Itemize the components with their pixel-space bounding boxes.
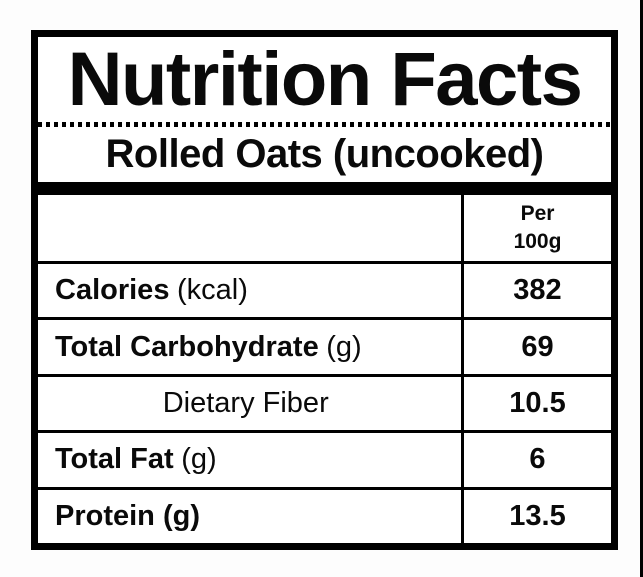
nutrient-value-cell: 382: [461, 264, 611, 318]
nutrient-name-cell: Calories (kcal): [38, 264, 461, 317]
table-row: Total Carbohydrate (g) 69: [38, 317, 611, 374]
window-right-edge-line: [640, 0, 643, 577]
nutrient-value-cell: 10.5: [461, 376, 611, 431]
product-name: Rolled Oats (uncooked): [105, 132, 544, 176]
column-header: Per 100g: [514, 200, 562, 257]
table-row: Dietary Fiber 10.5: [38, 373, 611, 431]
nutrient-name-cell: Protein (g): [38, 490, 461, 543]
nutrition-table: Per 100g Calories (kcal) 382 Total Carbo: [38, 195, 611, 544]
column-header-line2: 100g: [513, 230, 562, 253]
nutrient-unit: (g): [181, 443, 217, 476]
nutrient-name-cell: Total Fat (g): [38, 433, 461, 486]
nutrient-unit: (kcal): [176, 274, 248, 307]
nutrient-name: Protein (g): [55, 499, 200, 532]
nutrition-facts-label: Nutrition Facts Rolled Oats (uncooked) P…: [31, 30, 618, 550]
nutrient-name-cell: Dietary Fiber: [38, 377, 461, 430]
nutrient-name: Calories: [55, 274, 170, 307]
header-per-100g-cell: Per 100g: [461, 195, 611, 261]
header-empty-cell: [38, 195, 461, 261]
table-header-row: Per 100g: [38, 195, 611, 261]
column-header-line1: Per: [520, 201, 555, 225]
table-row: Protein (g) 13.5: [38, 486, 611, 544]
nutrient-value-cell: 13.5: [461, 489, 611, 544]
nutrient-unit: (g): [326, 330, 362, 363]
table-row: Total Fat (g) 6: [38, 430, 611, 487]
nutrient-name: Total Fat: [55, 443, 174, 476]
nutrient-name: Total Carbohydrate: [55, 330, 319, 363]
thick-bar-separator: [38, 182, 611, 195]
nutrient-name-cell: Total Carbohydrate (g): [38, 320, 461, 373]
dotted-separator: [38, 122, 611, 127]
subtitle-block: Rolled Oats (uncooked): [38, 127, 611, 182]
nutrient-value-cell: 69: [461, 320, 611, 374]
nutrient-name: Dietary Fiber: [162, 387, 329, 420]
nutrient-value-cell: 6: [461, 433, 611, 487]
label-title: Nutrition Facts: [67, 36, 583, 122]
title-block: Nutrition Facts: [38, 37, 611, 122]
table-row: Calories (kcal) 382: [38, 261, 611, 318]
